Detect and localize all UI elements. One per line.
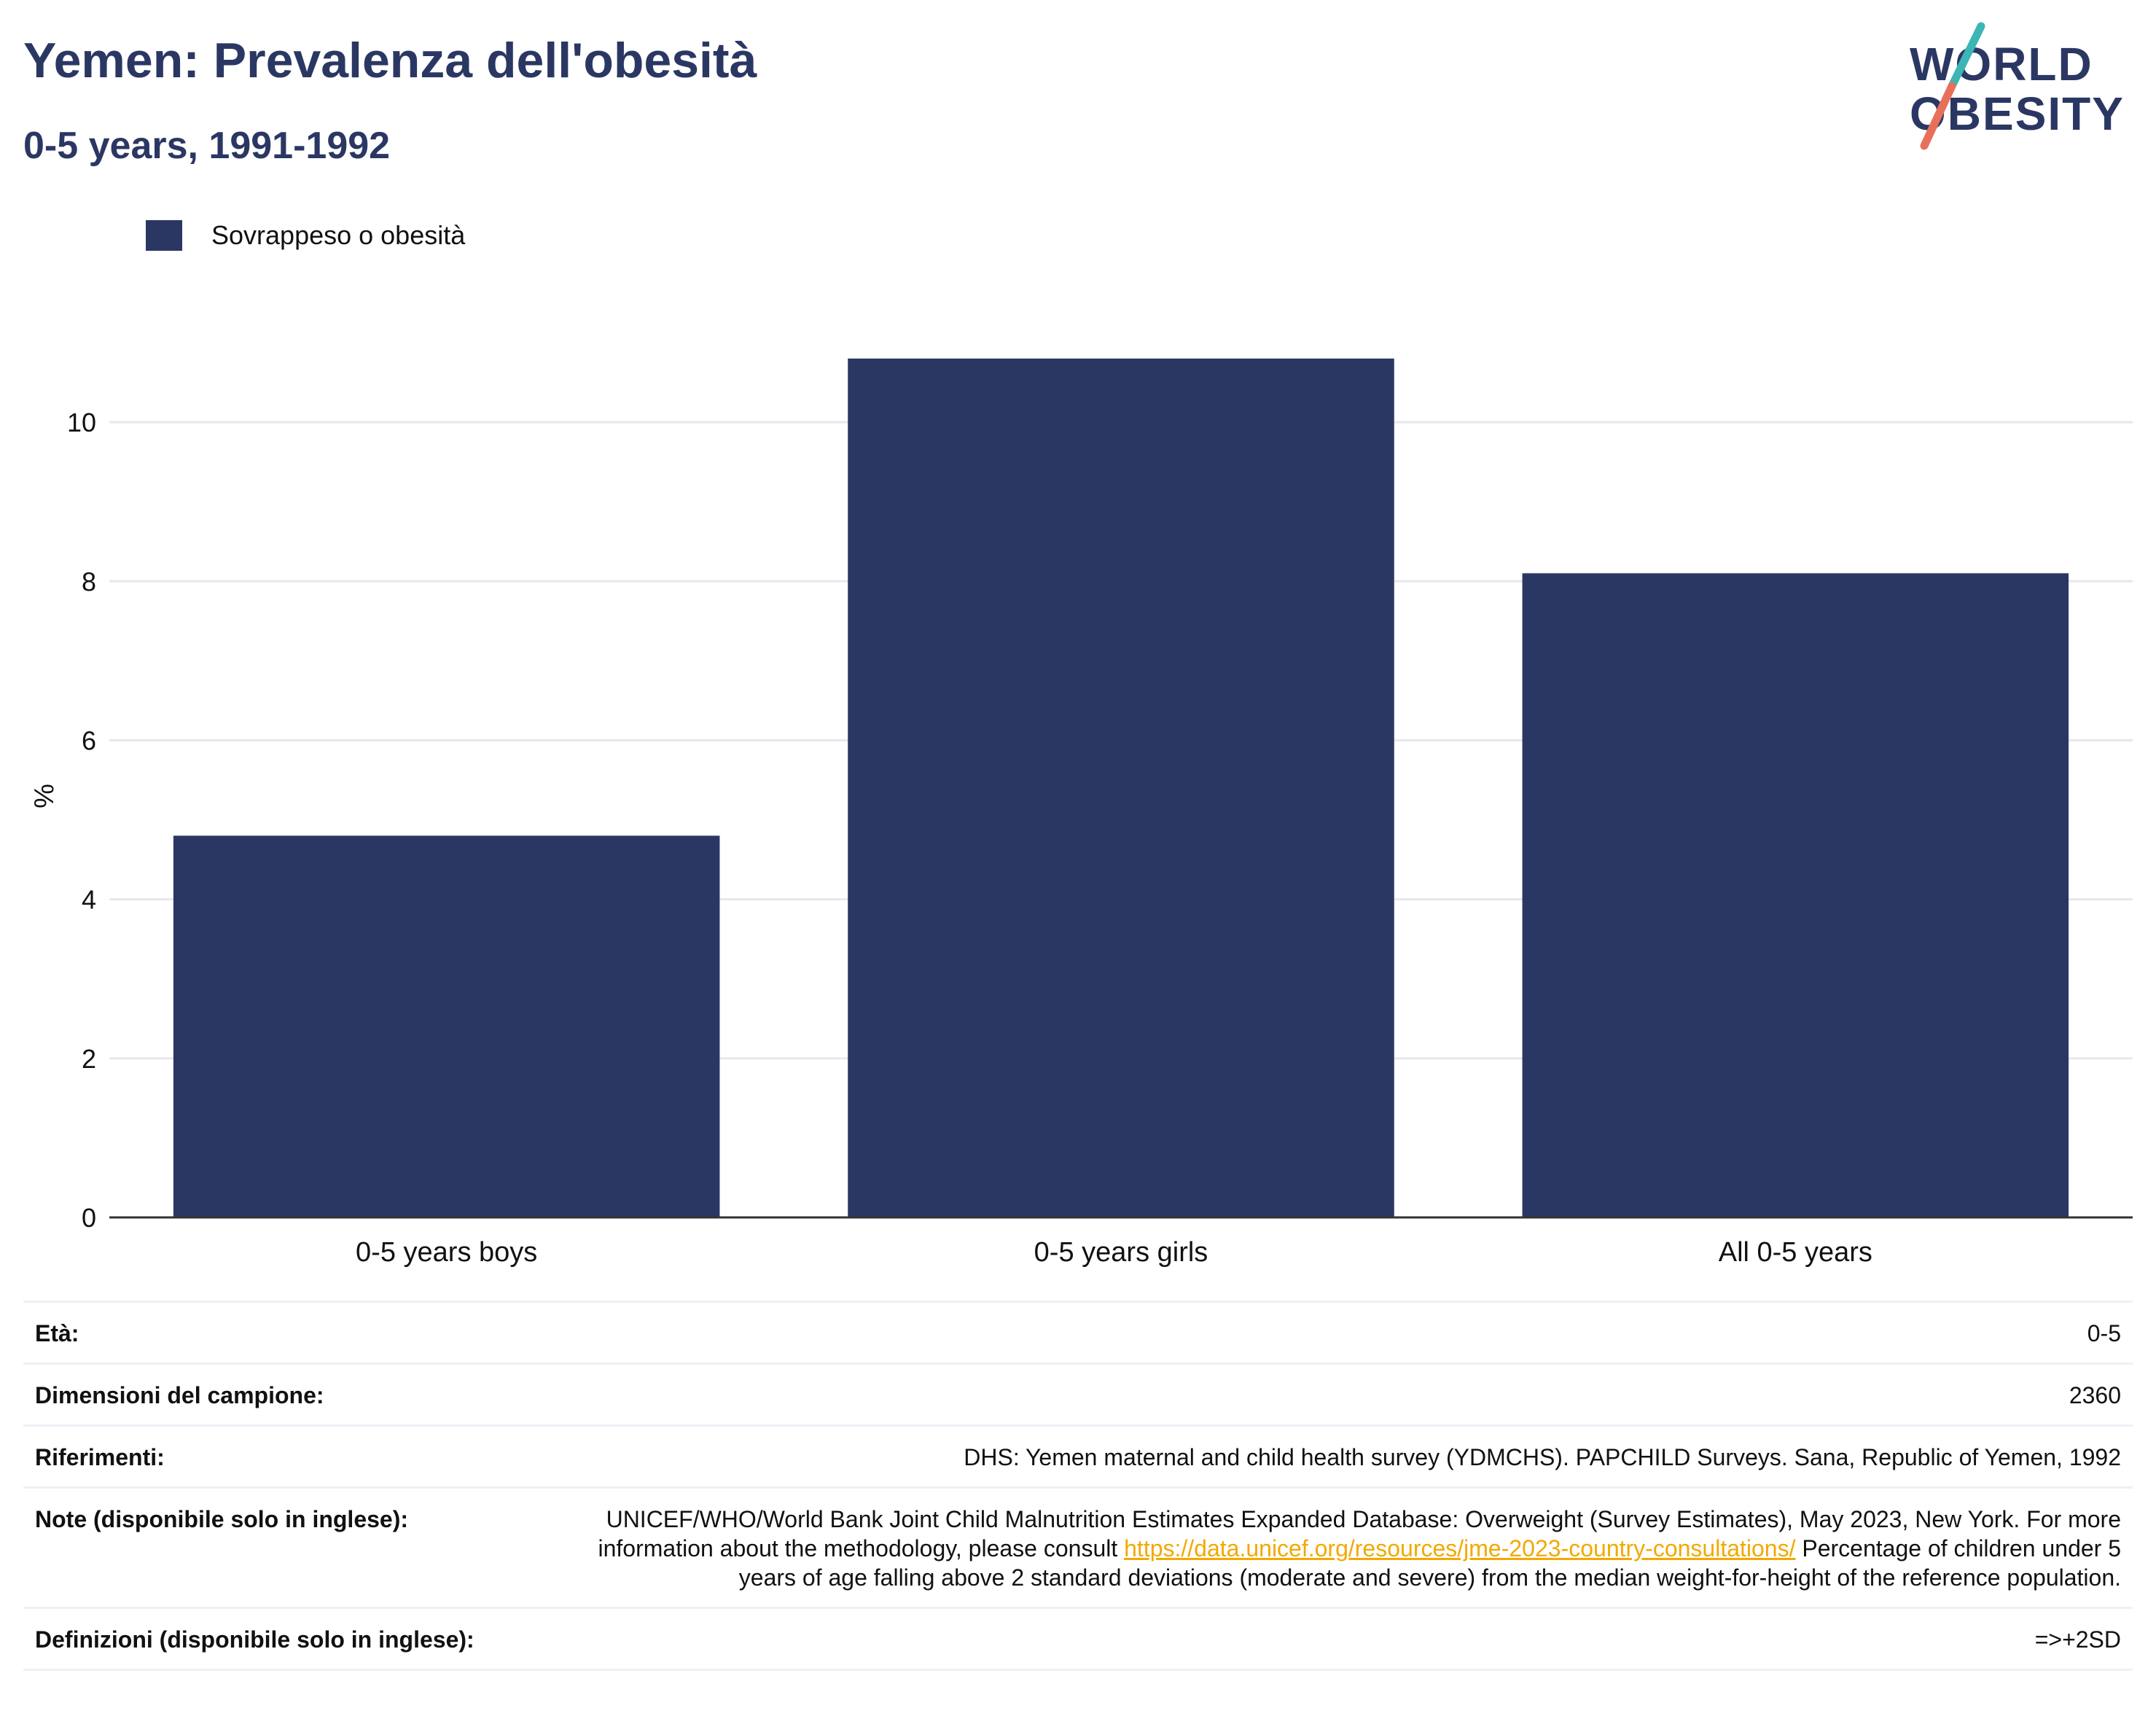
y-tick-label: 8 xyxy=(82,566,96,596)
y-tick-label: 6 xyxy=(82,725,96,755)
page-title: Yemen: Prevalenza dell'obesità xyxy=(23,33,757,88)
methodology-link[interactable]: https://data.unicef.org/resources/jme-20… xyxy=(1124,1535,1796,1562)
bar xyxy=(1522,573,2069,1217)
references-label: Riferimenti: xyxy=(35,1444,165,1470)
notes-definition-text: Percentage of children under 5 years of … xyxy=(738,1535,2121,1591)
x-tick-label: 0-5 years boys xyxy=(356,1237,537,1268)
legend-label: Sovrappeso o obesità xyxy=(211,220,466,250)
references-value: DHS: Yemen maternal and child health sur… xyxy=(964,1444,2121,1470)
bar-chart: 0 2 4 6 8 10 0-5 years boys 0-5 years girls All … xyxy=(67,358,2133,1268)
age-value: 0-5 xyxy=(2087,1320,2121,1346)
y-tick-label: 2 xyxy=(82,1044,96,1074)
page-subtitle: 0-5 years, 1991-1992 xyxy=(23,125,391,167)
info-table: Età: 0-5 Dimensioni del campione: 2360 R… xyxy=(23,1301,2133,1671)
logo-slash-icon xyxy=(1920,22,1985,150)
age-label: Età: xyxy=(35,1320,79,1346)
info-row-definitions: Definizioni (disponibile solo in inglese… xyxy=(23,1607,2133,1671)
info-row-age: Età: 0-5 xyxy=(23,1301,2133,1362)
y-tick-label: 4 xyxy=(82,885,96,915)
y-tick-label: 10 xyxy=(67,408,96,437)
info-row-sample: Dimensioni del campione: 2360 xyxy=(23,1362,2133,1424)
bar xyxy=(848,358,1394,1218)
logo-line-1: WORLD xyxy=(1910,38,2093,90)
definitions-value: =>+2SD xyxy=(2034,1626,2121,1653)
legend-swatch xyxy=(146,220,182,251)
notes-value: UNICEF/WHO/World Bank Joint Child Malnut… xyxy=(590,1505,2121,1592)
x-tick-label: All 0-5 years xyxy=(1719,1237,1872,1268)
notes-text: UNICEF/WHO/World Bank Joint Child Malnut… xyxy=(598,1506,2121,1562)
world-obesity-logo[interactable]: WORLD OBESITY xyxy=(1895,22,2143,153)
sample-label: Dimensioni del campione: xyxy=(35,1382,324,1408)
info-row-references: Riferimenti: DHS: Yemen maternal and chi… xyxy=(23,1424,2133,1486)
y-tick-label: 0 xyxy=(82,1203,96,1233)
definitions-label: Definizioni (disponibile solo in inglese… xyxy=(35,1626,474,1653)
sample-value: 2360 xyxy=(2069,1382,2121,1408)
x-tick-label: 0-5 years girls xyxy=(1034,1237,1208,1268)
info-row-notes: Note (disponibile solo in inglese): UNIC… xyxy=(23,1486,2133,1607)
notes-label: Note (disponibile solo in inglese): xyxy=(35,1506,409,1532)
bar xyxy=(173,835,720,1217)
